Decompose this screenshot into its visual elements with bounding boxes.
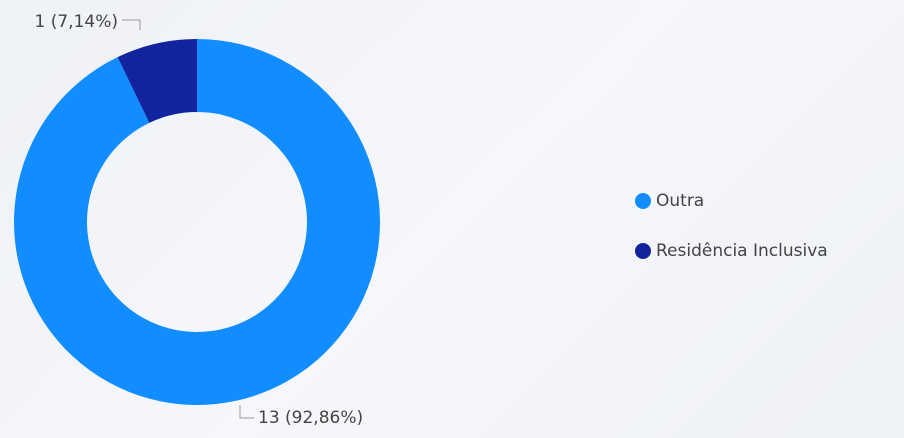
data-label: 1 (7,14%) <box>35 12 119 32</box>
leader-line <box>239 405 254 419</box>
data-label: 13 (92,86%) <box>258 408 363 428</box>
legend-label: Residência Inclusiva <box>656 241 828 261</box>
donut-slice <box>13 39 381 405</box>
leader-line <box>122 19 141 30</box>
donut-slice <box>117 39 197 123</box>
legend-marker <box>635 193 651 209</box>
legend-marker <box>635 243 651 259</box>
legend-label: Outra <box>656 191 704 211</box>
